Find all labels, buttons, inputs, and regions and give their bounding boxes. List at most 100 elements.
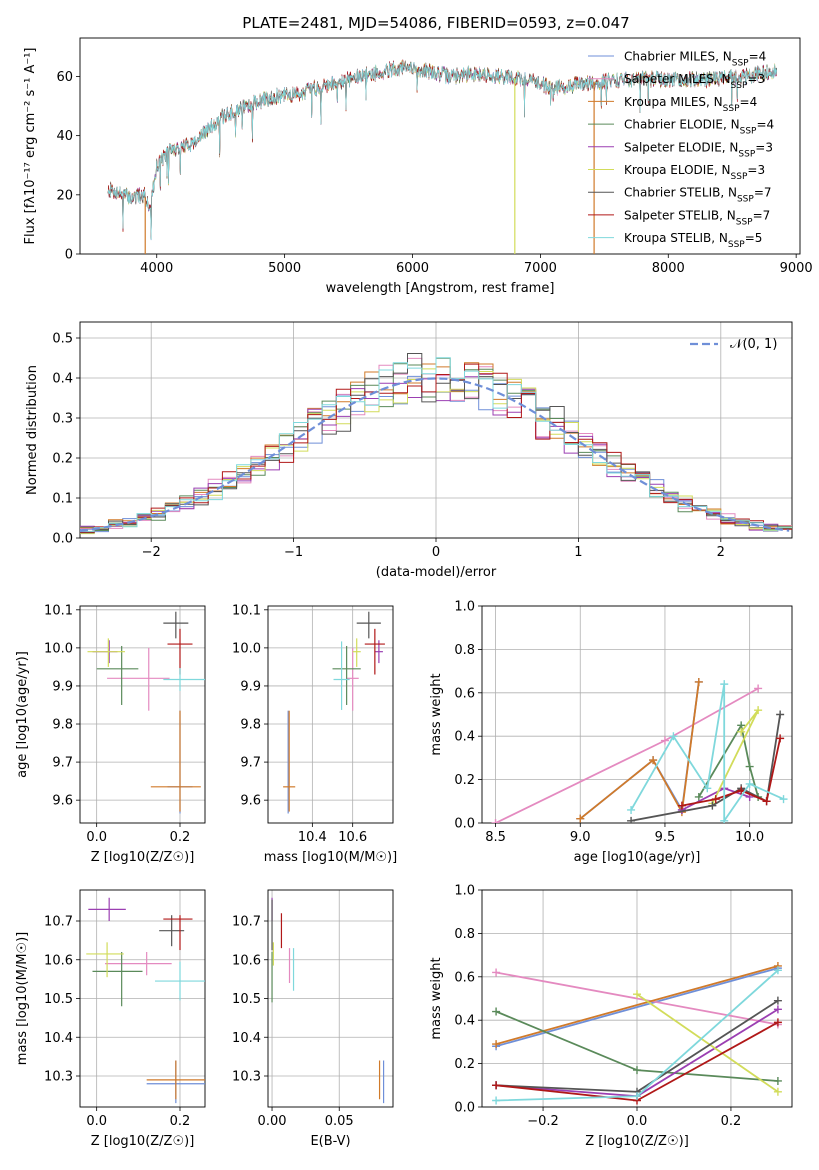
series-marker-kroupa-elodie xyxy=(737,727,746,736)
y-tick-label: 9.9 xyxy=(240,679,261,694)
errorbar-chabrier-elodie xyxy=(92,952,143,1007)
y-tick-label: 10.1 xyxy=(44,603,73,618)
panel-mass-vs-Z: 0.0 0.2 10.3 10.4 10.5 10.6 10.7 Z [log10(Z/Z☉)… xyxy=(15,889,206,1149)
plot-area xyxy=(80,353,792,535)
series-line-chabrier-elodie xyxy=(698,722,759,798)
y-tick-label: 10.5 xyxy=(232,992,261,1007)
panels: 4000 5000 6000 7000 8000 90000204060wavelengt… xyxy=(15,37,813,1149)
axes-frame xyxy=(79,605,206,824)
x-tick-label: 9.0 xyxy=(570,830,591,845)
series-line-kroupa-elodie xyxy=(711,709,759,804)
errorbar-chabrier-stelib xyxy=(356,611,381,639)
y-tick-label: 0.6 xyxy=(454,686,475,701)
series-marker-salpeter-miles xyxy=(754,684,763,693)
errorbar-kroupa-miles xyxy=(150,710,201,812)
plot-area xyxy=(86,897,205,1104)
y-tick-label: 20 xyxy=(56,188,73,203)
figure-title: PLATE=2481, MJD=54086, FIBERID=0593, z=0… xyxy=(242,14,629,32)
x-tick-label: 10.0 xyxy=(735,830,764,845)
series-marker-salpeter-stelib xyxy=(492,1081,501,1090)
y-tick-label: 0.2 xyxy=(454,1057,475,1072)
y-tick-label: 0.0 xyxy=(454,817,475,832)
spectrum-line-kroupa-stelib xyxy=(107,61,777,240)
plot-area xyxy=(271,897,385,1104)
y-tick-label: 0.4 xyxy=(52,372,73,387)
hist-chabrier-stelib xyxy=(80,353,792,534)
x-tick-label: −0.2 xyxy=(527,1114,559,1129)
y-tick-label: 10.5 xyxy=(44,992,73,1007)
series-marker-salpeter-stelib xyxy=(737,786,746,795)
legend-label-chabrier-miles: Chabrier MILES, NSSP=4 xyxy=(624,50,766,69)
series-line-chabrier-miles xyxy=(579,681,700,820)
series-marker-salpeter-stelib xyxy=(711,795,720,804)
axes-frame xyxy=(79,321,793,539)
series-marker-chabrier-elodie xyxy=(633,1066,641,1075)
series-line-kroupa-elodie xyxy=(636,993,779,1093)
series-marker-kroupa-stelib xyxy=(492,1096,501,1105)
panel-weight-vs-age: 8.5 9.0 9.5 10.0 0.0 0.2 0.4 0.6 0.8 1.0 age [log1… xyxy=(429,600,793,865)
series-marker-kroupa-stelib xyxy=(720,680,729,689)
panel-age-vs-Z: 0.0 0.2 9.6 9.7 9.8 9.9 10.0 10.1 Z [log10(Z/Z☉)… xyxy=(15,603,206,865)
errorbar-kroupa-miles xyxy=(146,1060,205,1100)
y-tick-label: 10.4 xyxy=(44,1031,73,1046)
x-tick-label: 6000 xyxy=(396,261,429,276)
x-axis-label: Z [log10(Z/Z☉)] xyxy=(91,850,195,865)
y-axis-label: mass weight xyxy=(429,673,444,755)
series-marker-kroupa-stelib xyxy=(773,966,782,975)
x-tick-label: 10.4 xyxy=(298,830,327,845)
y-axis-label: age [log10(age/yr)] xyxy=(15,651,30,778)
series-marker-chabrier-elodie xyxy=(694,792,703,801)
axes-frame xyxy=(481,605,793,824)
x-axis-label: age [log10(age/yr)] xyxy=(574,850,701,865)
plot-area xyxy=(491,677,788,823)
y-tick-label: 9.8 xyxy=(240,718,261,733)
series-marker-salpeter-miles xyxy=(660,736,669,745)
series-marker-chabrier-stelib xyxy=(627,816,636,823)
legend-label-chabrier-elodie: Chabrier ELODIE, NSSP=4 xyxy=(624,118,774,137)
x-axis-label: (data-model)/error xyxy=(376,565,497,580)
y-axis-label: Normed distribution xyxy=(25,365,40,495)
panel-spectrum: 4000 5000 6000 7000 8000 9000 0 20 40 60 wavelengt… xyxy=(23,37,813,296)
y-tick-label: 10.6 xyxy=(232,953,261,968)
series-marker-kroupa-stelib xyxy=(627,805,636,814)
y-tick-label: 9.9 xyxy=(52,679,73,694)
series-marker-chabrier-stelib xyxy=(776,710,785,719)
y-tick-label: 0.0 xyxy=(454,1101,475,1116)
series-marker-chabrier-stelib xyxy=(773,996,782,1005)
hist-kroupa-stelib xyxy=(80,357,792,532)
series-marker-salpeter-elodie xyxy=(773,1005,782,1014)
errorbar-salpeter-stelib xyxy=(364,628,385,675)
y-tick-label: 0.2 xyxy=(52,452,73,467)
x-tick-label: −2 xyxy=(142,545,161,560)
errorbar-salpeter-miles xyxy=(105,952,172,976)
panel-age-vs-mass: 10.4 10.6 9.6 9.7 9.8 9.9 10.0 10.1 mass [log10(… xyxy=(232,603,397,865)
x-tick-label: 0.2 xyxy=(170,830,191,845)
x-tick-label: 0.05 xyxy=(325,1114,354,1129)
y-tick-label: 10.1 xyxy=(232,603,261,618)
x-axis-label: mass [log10(M/M☉)] xyxy=(264,850,397,865)
y-tick-label: 0.4 xyxy=(454,730,475,745)
y-tick-label: 9.7 xyxy=(52,756,73,771)
axes-frame xyxy=(481,889,793,1108)
errorbar-kroupa-stelib xyxy=(163,668,205,691)
legend-label-gaussian: 𝒩(0, 1) xyxy=(730,337,777,352)
errorbar-salpeter-miles xyxy=(346,647,359,711)
x-tick-label: 2 xyxy=(717,545,725,560)
x-tick-label: 9000 xyxy=(780,261,813,276)
errorbar-chabrier-elodie xyxy=(96,645,139,705)
errorbar-salpeter-stelib xyxy=(167,628,193,675)
legend-label-chabrier-stelib: Chabrier STELIB, NSSP=7 xyxy=(624,186,772,205)
y-tick-label: 10.6 xyxy=(44,953,73,968)
y-axis-label: mass [log10(M/M☉)] xyxy=(15,932,30,1065)
y-tick-label: 0.4 xyxy=(454,1014,475,1029)
series-marker-kroupa-miles xyxy=(492,1040,501,1049)
y-tick-label: 1.0 xyxy=(454,884,475,899)
y-tick-label: 0.0 xyxy=(52,532,73,547)
errorbar-kroupa-elodie xyxy=(352,638,361,667)
y-axis-label: Flux [fλ10⁻¹⁷ erg cm⁻² s⁻¹ A⁻¹] xyxy=(23,48,38,245)
series-marker-kroupa-miles xyxy=(694,677,703,686)
y-tick-label: 10.4 xyxy=(232,1031,261,1046)
plot-area xyxy=(283,611,385,814)
y-tick-label: 10.0 xyxy=(44,641,73,656)
